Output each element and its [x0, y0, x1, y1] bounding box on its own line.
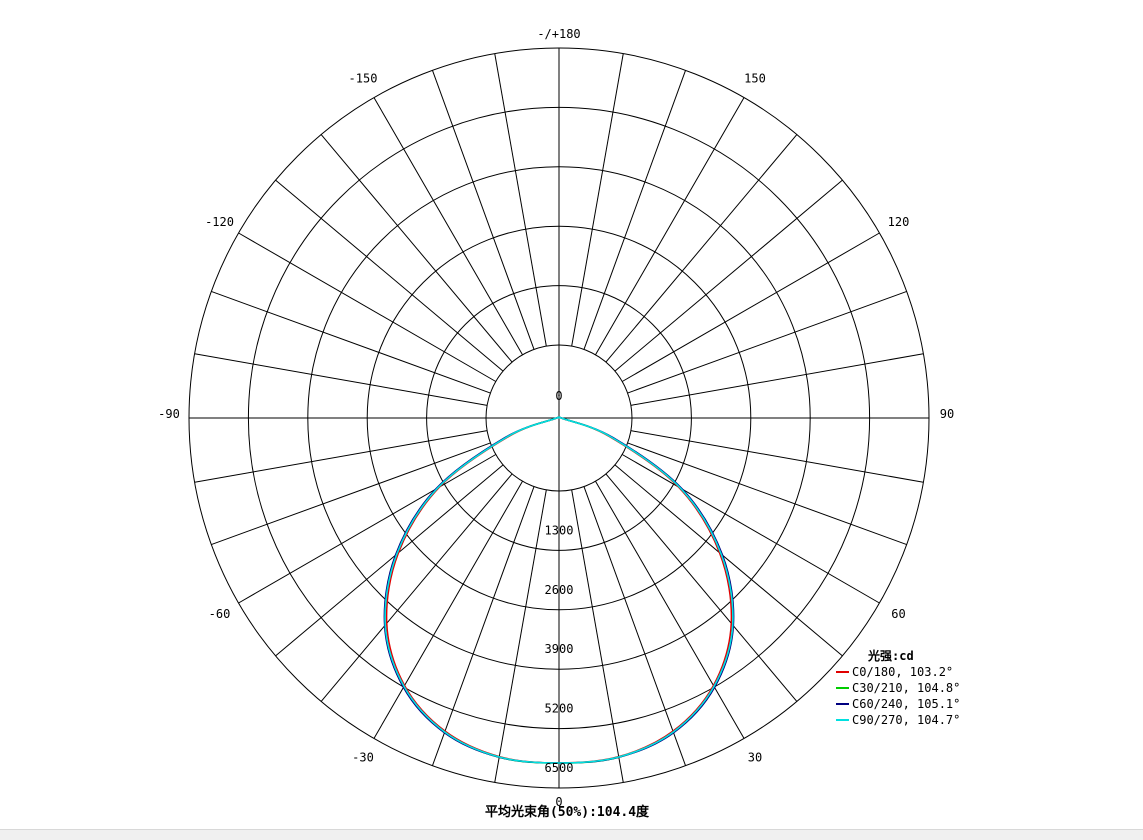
spoke-line: [494, 53, 547, 347]
angle-label: 90: [940, 407, 954, 421]
center-ring: [485, 344, 633, 492]
series-line: [384, 416, 734, 764]
beam-angle-footer: 平均光束角(50%):104.4度: [485, 804, 650, 820]
intensity-ring: [247, 106, 871, 730]
spoke-line: [595, 480, 745, 739]
ring-label: 6500: [545, 761, 574, 775]
angle-label: 150: [744, 72, 766, 86]
spoke-line: [621, 454, 880, 604]
intensity-ring: [426, 285, 692, 551]
spoke-line: [595, 97, 745, 356]
spoke-line: [275, 179, 504, 372]
spoke-line: [614, 179, 843, 372]
angle-label: 60: [891, 607, 905, 621]
legend-entry: C90/270, 104.7°: [852, 713, 960, 727]
spoke-line: [494, 489, 547, 783]
spoke-line: [571, 489, 624, 783]
intensity-ring: [366, 225, 752, 611]
polar-grid: [188, 47, 930, 789]
intensity-ring: [307, 166, 811, 670]
intensity-ring: [188, 47, 930, 789]
legend: 光强:cd C0/180, 103.2° C30/210, 104.8° C60/2…: [836, 648, 960, 727]
spoke-line: [630, 353, 924, 406]
legend-entry: C60/240, 105.1°: [852, 697, 960, 711]
spoke-line: [431, 70, 535, 350]
spoke-line: [275, 464, 504, 657]
angle-label: 30: [748, 750, 762, 764]
axis-labels: 0 30 60 90 120 150 -/+180 -150 -120 -90 -60 -30 0 130…: [158, 27, 954, 809]
spoke-line: [373, 97, 523, 356]
bottom-scrollbar: [0, 829, 1143, 840]
spoke-line: [194, 353, 488, 406]
spoke-line: [605, 473, 798, 702]
ring-label: 1300: [545, 523, 574, 537]
spoke-line: [605, 134, 798, 363]
spoke-line: [238, 454, 497, 604]
angle-label: -90: [158, 407, 180, 421]
spoke-line: [194, 430, 488, 483]
spoke-line: [614, 464, 843, 657]
spoke-line: [621, 232, 880, 382]
ring-label: 5200: [545, 702, 574, 716]
legend-title: 光强:cd: [867, 648, 914, 663]
spoke-line: [431, 486, 535, 766]
series-curves: [383, 416, 735, 764]
legend-entry: C0/180, 103.2°: [852, 665, 953, 679]
angle-label: -120: [205, 215, 234, 229]
spoke-line: [373, 480, 523, 739]
spoke-line: [583, 486, 687, 766]
spoke-line: [583, 70, 687, 350]
spoke-line: [320, 134, 513, 363]
spoke-line: [238, 232, 497, 382]
ring-label: 2600: [545, 583, 574, 597]
angle-label: -/+180: [537, 27, 580, 41]
spoke-line: [627, 442, 907, 546]
angle-label: -60: [209, 607, 231, 621]
spoke-line: [571, 53, 624, 347]
spoke-line: [211, 290, 491, 394]
angle-label: -150: [349, 72, 378, 86]
legend-entry: C30/210, 104.8°: [852, 681, 960, 695]
ring-label: 3900: [545, 642, 574, 656]
angle-label: 120: [888, 215, 910, 229]
spoke-line: [320, 473, 513, 702]
spoke-line: [627, 290, 907, 394]
spoke-line: [630, 430, 924, 483]
angle-label: -30: [352, 750, 374, 764]
angle-label: 0: [555, 795, 562, 809]
spoke-line: [211, 442, 491, 546]
center-label: 0: [555, 389, 562, 403]
